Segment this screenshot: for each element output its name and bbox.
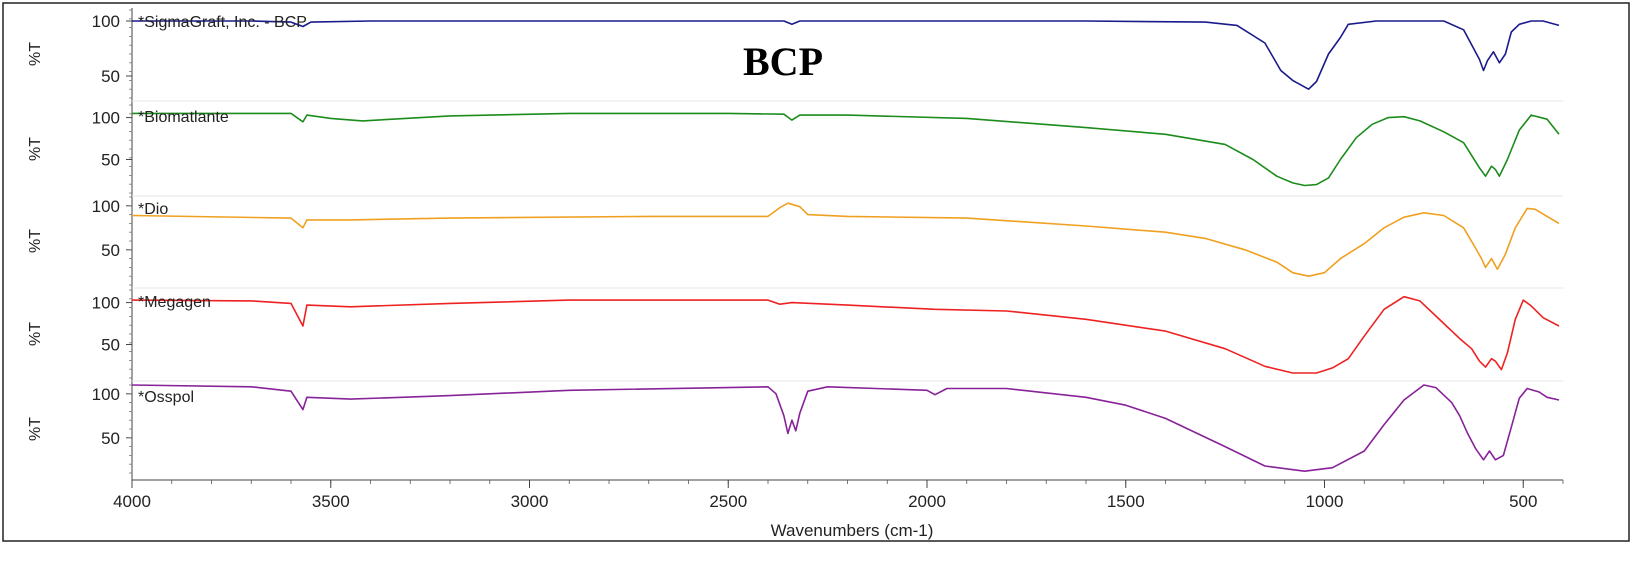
y-axis-label: %T [27,322,44,346]
x-tick-label: 3500 [312,492,350,511]
x-axis-label: Wavenumbers (cm-1) [771,521,934,540]
outer-frame [2,2,1630,542]
y-tick-label: 50 [101,335,120,354]
y-tick-label: 100 [92,12,120,31]
y-tick-label: 50 [101,150,120,169]
series-label: *Biomatlante [138,109,229,126]
panel-1: 100 50 %T *SigmaGraft, Inc. - BCP [27,9,1563,102]
panels-group: 100 50 %T *SigmaGraft, Inc. - BCP 100 50 %T *Bi… [27,8,1563,480]
y-tick-label: 50 [101,429,120,448]
y-tick-label: 50 [101,241,120,260]
x-tick-label: 500 [1509,492,1537,511]
x-tick-label: 1500 [1107,492,1145,511]
x-tick-label: 2000 [908,492,946,511]
x-tick-label: 3000 [511,492,549,511]
series-line [132,112,1560,187]
series-label: *SigmaGraft, Inc. - BCP [138,14,307,31]
y-tick-label: 50 [101,67,120,86]
y-axis-label: %T [27,42,44,66]
series-label: *Dio [138,201,168,218]
y-axis-label: %T [27,229,44,253]
panel-3: 100 50 %T *Dio [27,196,1563,289]
panel-4: 100 50 %T *Megagen [27,289,1563,382]
y-tick-label: 100 [92,294,120,313]
chart-title: BCP [743,39,823,84]
series-line [131,295,1560,374]
panel-2: 100 50 %T *Biomatlante [27,104,1563,197]
series-line [132,20,1560,90]
y-tick-label: 100 [92,385,120,404]
x-axis: 4000 3500 3000 2500 2000 1500 1000 500 [113,479,1564,511]
series-line [131,384,1560,472]
series-label: *Megagen [138,294,211,311]
series-line [131,202,1560,277]
y-axis-label: %T [27,137,44,161]
x-tick-label: 2500 [709,492,747,511]
x-tick-label: 1000 [1306,492,1344,511]
series-label: *Osspol [138,389,194,406]
panel-5: 100 50 %T *Osspol [27,384,1560,474]
y-tick-label: 100 [92,109,120,128]
y-tick-label: 100 [92,197,120,216]
x-tick-label: 4000 [113,492,151,511]
y-axis-label: %T [27,417,44,441]
